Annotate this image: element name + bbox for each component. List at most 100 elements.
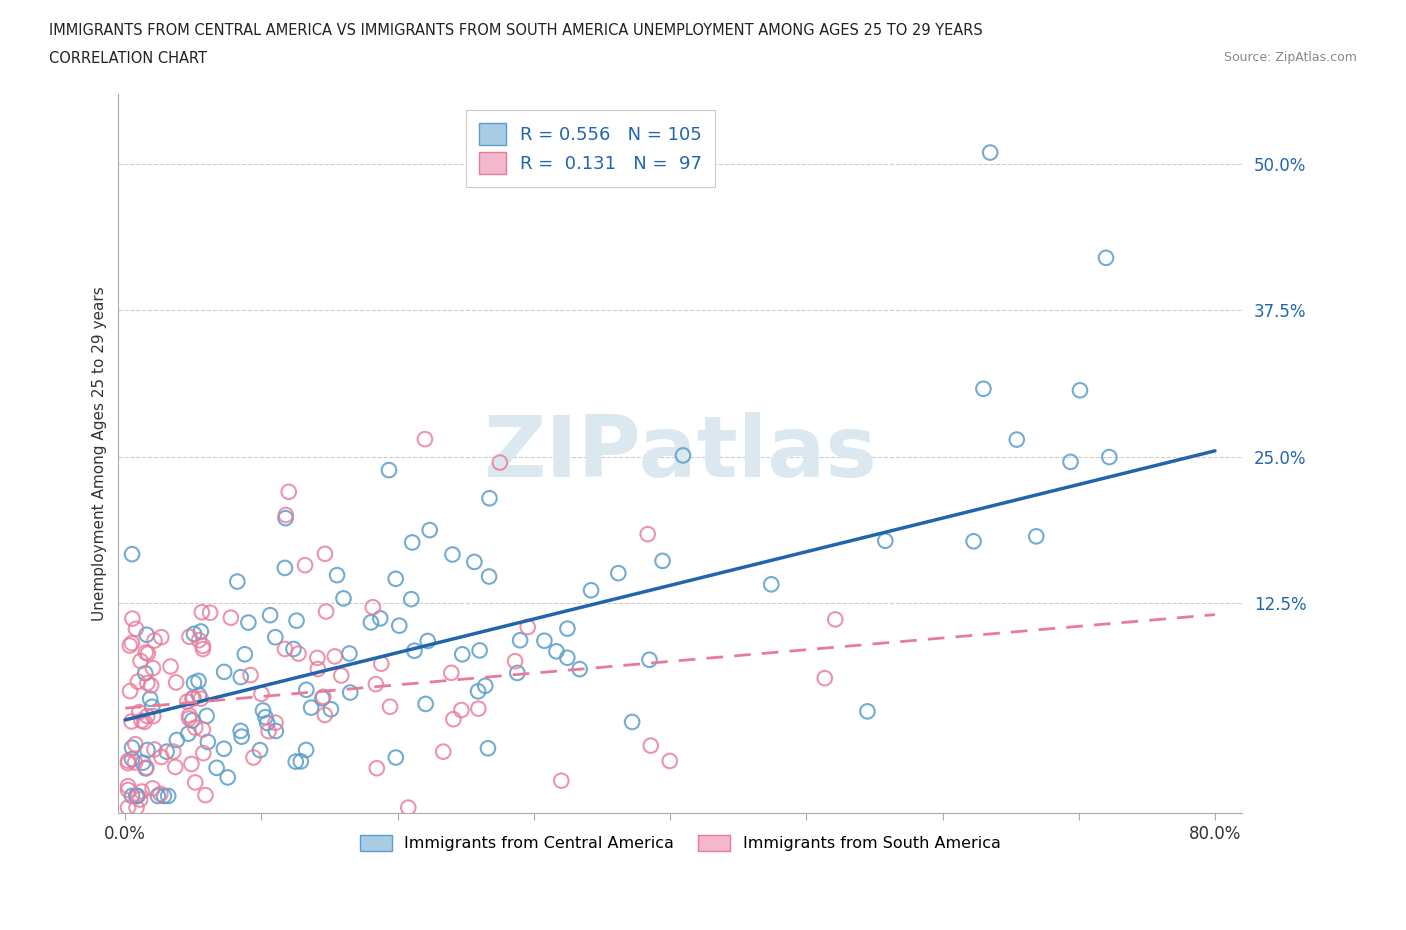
Point xyxy=(385,751,408,765)
Point xyxy=(875,533,897,548)
Point xyxy=(256,715,278,730)
Point xyxy=(129,792,152,807)
Point xyxy=(451,647,474,662)
Point xyxy=(396,800,419,815)
Point xyxy=(979,145,1001,160)
Point xyxy=(364,677,387,692)
Point xyxy=(658,753,681,768)
Point xyxy=(307,661,329,676)
Point xyxy=(179,630,201,644)
Point xyxy=(323,649,346,664)
Point xyxy=(555,650,578,665)
Y-axis label: Unemployment Among Ages 25 to 29 years: Unemployment Among Ages 25 to 29 years xyxy=(93,286,107,621)
Point xyxy=(314,546,336,561)
Point xyxy=(139,691,162,706)
Point xyxy=(441,547,464,562)
Point xyxy=(972,381,994,396)
Point xyxy=(1059,455,1081,470)
Point xyxy=(184,720,207,735)
Point xyxy=(212,741,235,756)
Point xyxy=(150,750,173,764)
Point xyxy=(135,645,157,660)
Point xyxy=(149,787,172,802)
Point xyxy=(131,713,153,728)
Point xyxy=(478,569,501,584)
Point xyxy=(121,714,143,729)
Point xyxy=(136,709,159,724)
Point xyxy=(117,778,139,793)
Point xyxy=(378,463,401,478)
Point xyxy=(533,633,555,648)
Point xyxy=(132,755,155,770)
Point xyxy=(156,744,179,759)
Point xyxy=(252,703,274,718)
Point xyxy=(177,726,200,741)
Point xyxy=(229,670,252,684)
Point xyxy=(121,789,143,804)
Point xyxy=(121,611,143,626)
Point xyxy=(295,683,318,698)
Point xyxy=(127,674,149,689)
Point xyxy=(146,789,169,804)
Point xyxy=(179,708,201,723)
Point xyxy=(150,630,173,644)
Point xyxy=(254,710,277,724)
Point xyxy=(761,577,783,591)
Point xyxy=(378,699,401,714)
Point xyxy=(638,652,661,667)
Point xyxy=(191,604,214,619)
Point xyxy=(212,664,235,679)
Point xyxy=(131,784,153,799)
Point xyxy=(226,574,249,589)
Point xyxy=(370,657,392,671)
Point xyxy=(651,553,673,568)
Point xyxy=(198,605,221,620)
Legend: Immigrants from Central America, Immigrants from South America: Immigrants from Central America, Immigra… xyxy=(352,827,1010,859)
Point xyxy=(183,627,205,642)
Point xyxy=(180,756,202,771)
Point xyxy=(416,633,439,648)
Point xyxy=(157,789,180,804)
Point xyxy=(413,432,436,446)
Point xyxy=(294,558,316,573)
Point xyxy=(181,713,204,728)
Point xyxy=(117,782,139,797)
Point xyxy=(640,738,662,753)
Point xyxy=(162,744,184,759)
Point xyxy=(117,753,139,768)
Point xyxy=(134,666,156,681)
Point xyxy=(219,610,242,625)
Point xyxy=(962,534,984,549)
Point xyxy=(1098,449,1121,464)
Point xyxy=(142,781,165,796)
Point xyxy=(250,686,273,701)
Point xyxy=(285,613,308,628)
Point xyxy=(274,511,297,525)
Point xyxy=(277,485,299,499)
Point xyxy=(264,630,287,644)
Point xyxy=(361,600,384,615)
Point xyxy=(1025,529,1047,544)
Point xyxy=(194,788,217,803)
Point xyxy=(477,741,499,756)
Point xyxy=(314,708,336,723)
Point xyxy=(183,690,205,705)
Point xyxy=(468,643,491,658)
Point xyxy=(274,508,297,523)
Point xyxy=(166,733,188,748)
Point xyxy=(141,678,163,693)
Point xyxy=(121,751,143,766)
Point xyxy=(401,591,423,606)
Point xyxy=(506,666,529,681)
Point xyxy=(441,711,464,726)
Point xyxy=(503,654,526,669)
Point xyxy=(134,714,156,729)
Point xyxy=(229,724,252,738)
Point xyxy=(824,612,846,627)
Point xyxy=(404,644,426,658)
Point xyxy=(193,746,215,761)
Point xyxy=(339,646,361,661)
Point xyxy=(181,691,204,706)
Text: IMMIGRANTS FROM CENTRAL AMERICA VS IMMIGRANTS FROM SOUTH AMERICA UNEMPLOYMENT AM: IMMIGRANTS FROM CENTRAL AMERICA VS IMMIG… xyxy=(49,23,983,38)
Point xyxy=(187,673,209,688)
